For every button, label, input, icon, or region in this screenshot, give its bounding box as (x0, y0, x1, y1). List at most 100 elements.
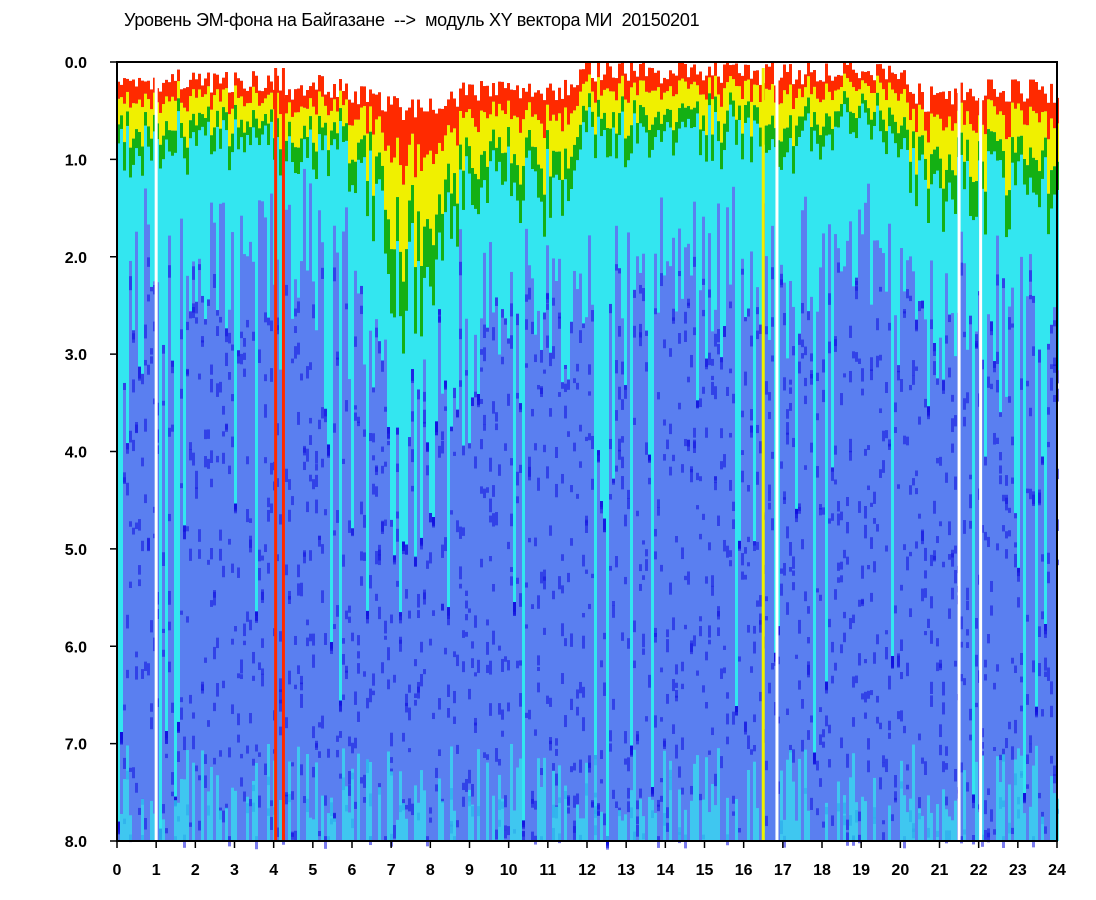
heatmap-column (738, 62, 741, 833)
heatmap-column (405, 62, 408, 841)
heatmap-column (927, 62, 930, 841)
heatmap-column (975, 62, 978, 841)
heatmap-column (924, 62, 927, 776)
heatmap-column (267, 62, 270, 841)
heatmap-column (798, 62, 801, 841)
heatmap-column (219, 62, 222, 841)
heatmap-column (633, 62, 636, 842)
heatmap-column (627, 62, 630, 813)
heatmap-column (531, 62, 534, 842)
heatmap-column (249, 62, 252, 807)
heatmap-column (960, 62, 963, 844)
heatmap-column (498, 62, 501, 841)
x-tick-label: 5 (308, 862, 317, 879)
heatmap-column (612, 62, 615, 799)
heatmap-column (444, 62, 447, 655)
heatmap-column (315, 62, 318, 841)
heatmap-column (135, 62, 138, 793)
heatmap-column (732, 62, 735, 816)
heatmap-column (747, 62, 750, 841)
heatmap-column (408, 62, 411, 812)
heatmap-column (1017, 62, 1020, 841)
heatmap-column (396, 62, 399, 841)
heatmap-column (576, 62, 579, 841)
x-tick-label: 6 (348, 862, 357, 879)
x-tick-label: 23 (1009, 862, 1027, 879)
heatmap-column (591, 62, 594, 808)
heatmap-column (831, 62, 834, 826)
heatmap-column (243, 62, 246, 802)
y-tick-label: 3.0 (65, 347, 87, 364)
heatmap-column (996, 62, 999, 841)
heatmap-column (804, 62, 807, 841)
heatmap-column (423, 62, 426, 841)
heatmap-column (438, 62, 441, 841)
heatmap-column (375, 62, 378, 601)
heatmap-column (990, 62, 993, 822)
heatmap-column (402, 62, 405, 841)
x-tick-label: 8 (426, 862, 435, 879)
heatmap-column (201, 62, 204, 841)
heatmap-column (918, 62, 921, 841)
x-tick-label: 2 (191, 862, 200, 879)
heatmap-column (504, 62, 507, 839)
heatmap-column (1023, 62, 1026, 841)
heatmap-column (711, 62, 714, 841)
heatmap-column (837, 62, 840, 841)
heatmap-area (117, 62, 1059, 850)
heatmap-column (420, 62, 423, 841)
x-tick-label: 7 (387, 862, 396, 879)
heatmap-column (708, 62, 711, 841)
heatmap-column (1020, 62, 1023, 841)
heatmap-column (459, 62, 462, 589)
heatmap-column (750, 62, 753, 755)
heatmap-column (462, 62, 465, 807)
axes: 0 1 2 3 4 5 6 7 8 9 10 11 12 13 14 15 16 17 18 19 20 21 22 23 24… (65, 55, 1066, 879)
heatmap-column (606, 62, 609, 850)
heatmap-column (1008, 62, 1011, 841)
heatmap-column (510, 62, 513, 841)
heatmap-column (753, 62, 756, 841)
heatmap-column (642, 62, 645, 841)
heatmap-column (132, 62, 135, 779)
heatmap-column (939, 62, 942, 756)
heatmap-column (1014, 62, 1017, 841)
heatmap-column (819, 62, 822, 787)
heatmap-column (645, 62, 648, 722)
heatmap-column (144, 62, 147, 830)
heatmap-column (216, 62, 219, 841)
heatmap-column (309, 62, 312, 841)
heatmap-column (321, 62, 324, 841)
heatmap-column (765, 62, 768, 827)
heatmap-column (327, 62, 330, 843)
heatmap-column (414, 62, 417, 841)
x-tick-label: 21 (931, 862, 949, 879)
heatmap-column (861, 62, 864, 841)
heatmap-column (777, 62, 780, 794)
heatmap-column (600, 62, 603, 841)
heatmap-column (294, 62, 297, 841)
heatmap-column (186, 62, 189, 841)
heatmap-column (492, 62, 495, 841)
heatmap-column (699, 62, 702, 801)
heatmap-column (333, 62, 336, 841)
chart-title: Уровень ЭМ-фона на Байгазане --> модуль … (124, 10, 700, 30)
heatmap-column (171, 62, 174, 797)
heatmap-column (480, 62, 483, 568)
heatmap-column (198, 62, 201, 831)
heatmap-column (558, 62, 561, 844)
heatmap-column (825, 62, 828, 841)
heatmap-column (342, 62, 345, 841)
heatmap-column (672, 62, 675, 734)
heatmap-column (594, 62, 597, 841)
heatmap-column (1050, 62, 1053, 841)
heatmap-column (942, 62, 945, 841)
heatmap-column (1035, 62, 1038, 841)
heatmap-column (966, 62, 969, 792)
heatmap-column (255, 62, 258, 850)
heatmap-column (615, 62, 618, 808)
heatmap-column (456, 62, 459, 828)
heatmap-column (345, 62, 348, 841)
heatmap-column (669, 62, 672, 841)
